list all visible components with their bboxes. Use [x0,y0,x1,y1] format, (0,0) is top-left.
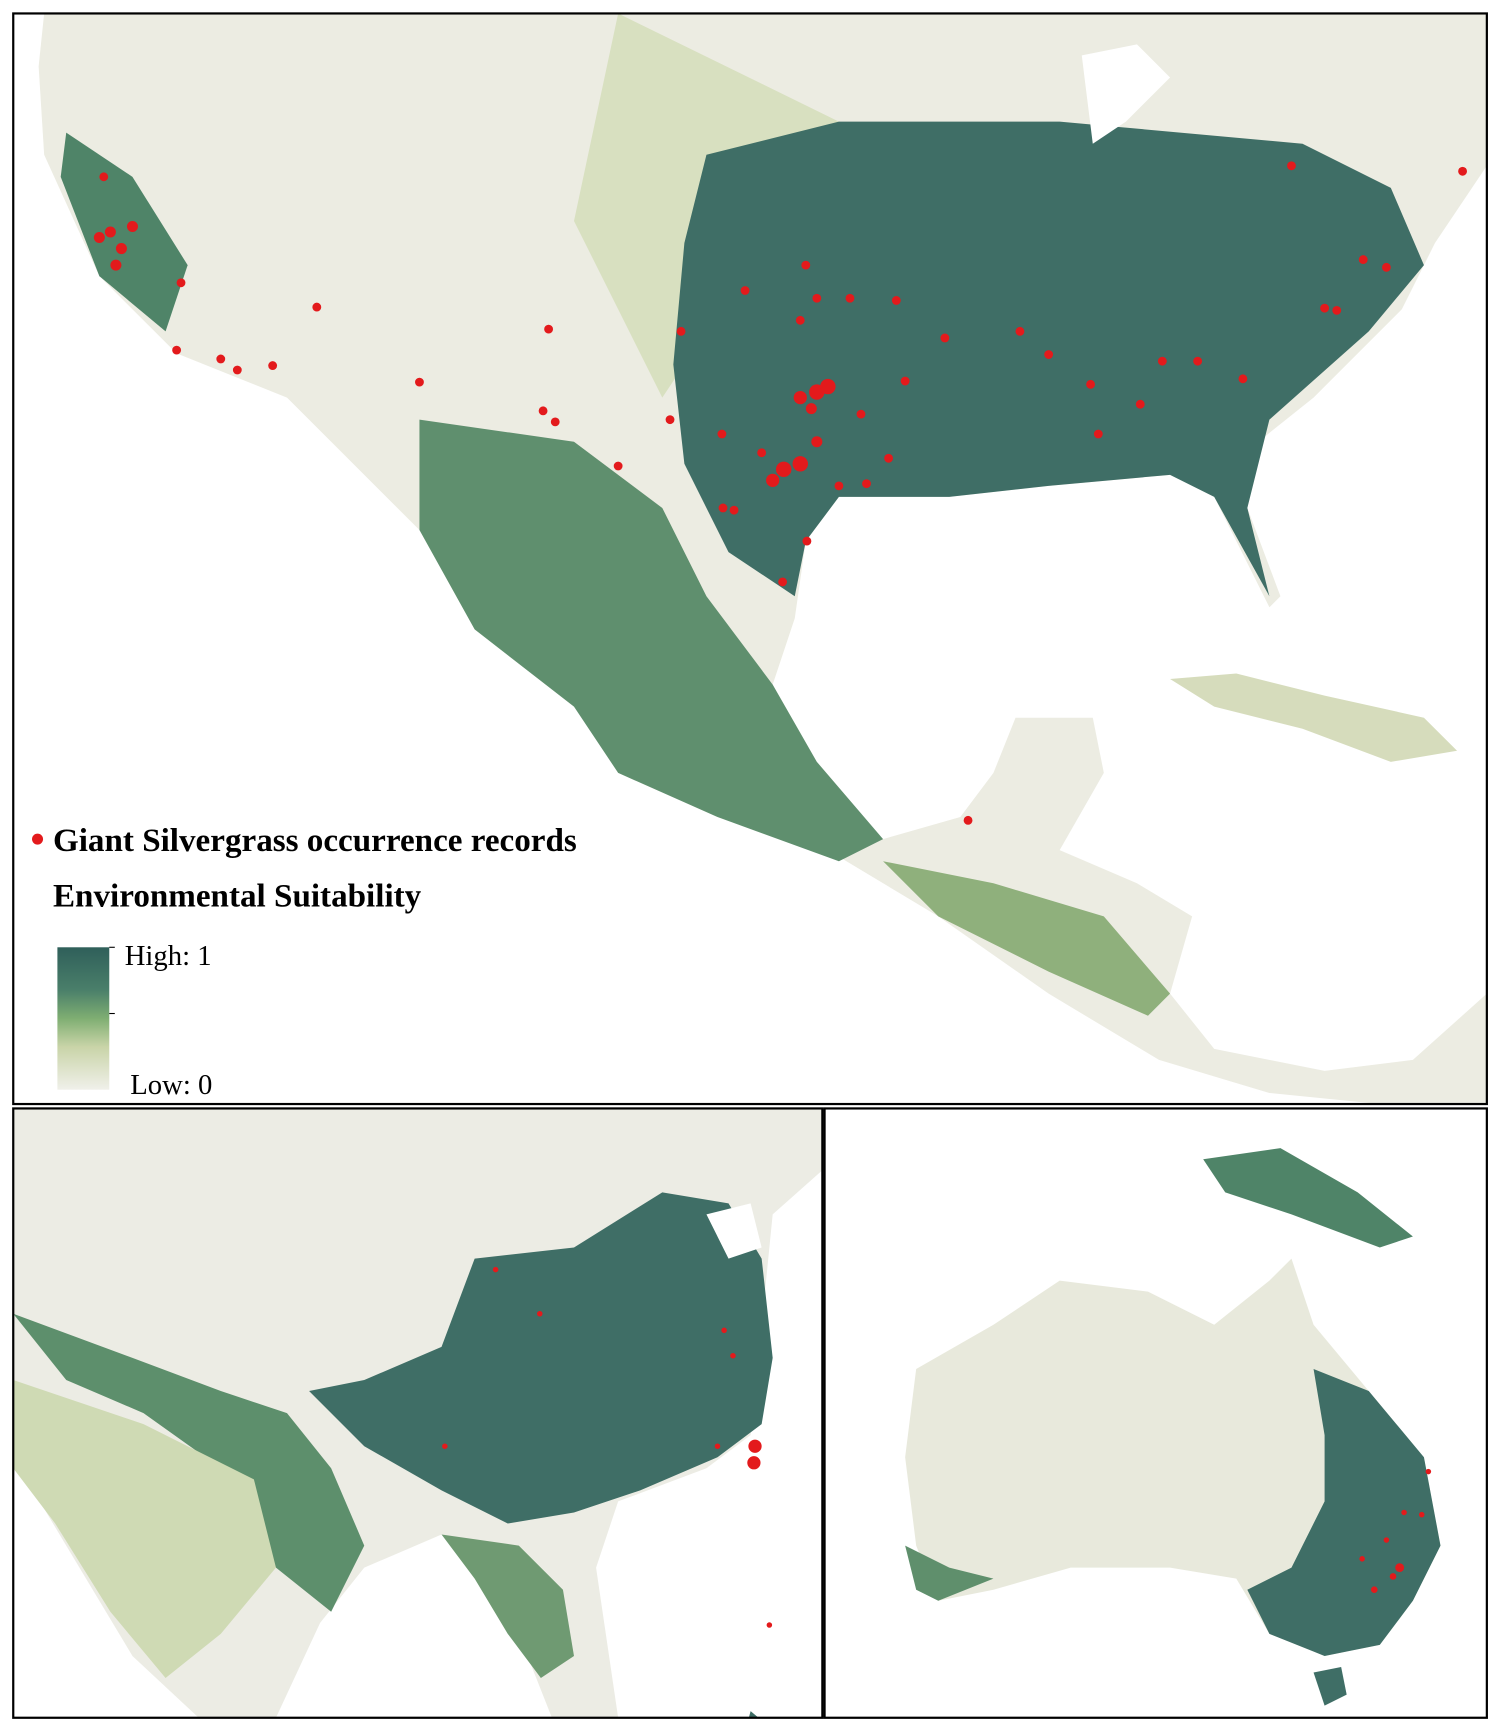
north-america-map [13,13,1487,1105]
legend-color-bar [57,947,110,1090]
asia-map [13,1108,823,1718]
asia-occurrence-points [442,1266,773,1628]
top-panel-frame [12,12,1488,1106]
legend-title: Environmental Suitability [53,877,422,914]
occurrence-points [93,161,1467,825]
australia-occurrence-points [1359,1468,1432,1594]
legend-marker [32,833,44,845]
legend-low-label: Low: 0 [130,1069,212,1101]
asia-panel-frame [12,1107,824,1719]
legend-occurrence-label: Giant Silvergrass occurrence records [53,822,577,859]
legend-high-label: High: 1 [125,940,212,972]
australia-map [824,1108,1487,1718]
legend: Giant Silvergrass occurrence records Env… [32,822,577,1101]
australia-panel-frame [823,1107,1488,1719]
